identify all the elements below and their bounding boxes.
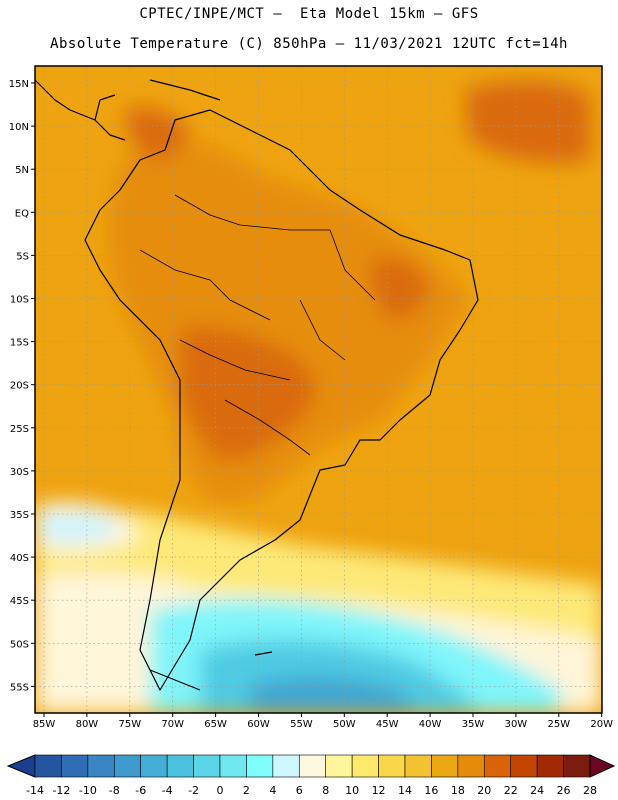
lon-label: 80W xyxy=(76,719,99,730)
latitude-labels: 15N 10N 5N EQ 5S 10S 15S 20S 25S 30S 35S 40S 45S 50S 5… xyxy=(9,79,35,693)
colorbar-swatch xyxy=(563,754,591,778)
lat-label: 35S xyxy=(10,510,29,521)
falkland-islands xyxy=(254,651,273,656)
colorbar-label: 4 xyxy=(269,784,276,797)
lon-label: 25W xyxy=(547,719,570,730)
colorbar-label: 22 xyxy=(504,784,518,797)
colorbar-swatch xyxy=(219,754,247,778)
colorbar-label: -8 xyxy=(109,784,120,797)
lon-label: 75W xyxy=(118,719,141,730)
colorbar-swatch xyxy=(113,754,142,778)
lat-label: 10S xyxy=(10,295,29,306)
colorbar-label: 18 xyxy=(451,784,465,797)
colorbar-right-arrow xyxy=(589,754,616,778)
central-america-coastline xyxy=(34,79,126,141)
colorbar-swatch xyxy=(298,754,327,778)
colorbar-swatch xyxy=(325,754,353,778)
lat-label: 30S xyxy=(10,467,29,478)
colorbar-swatch xyxy=(457,754,485,778)
lon-label: 20W xyxy=(590,719,613,730)
lat-label: 50S xyxy=(10,639,29,650)
colorbar-label: -2 xyxy=(188,784,199,797)
lon-label: 60W xyxy=(247,719,270,730)
colorbar-label: 10 xyxy=(345,784,359,797)
lat-label: 5S xyxy=(16,251,29,262)
south-america-coastline xyxy=(84,109,479,691)
colorbar-swatch xyxy=(272,754,300,778)
temperature-field xyxy=(35,66,602,713)
colorbar-label: -14 xyxy=(26,784,44,797)
colorbar-label: -6 xyxy=(135,784,146,797)
longitude-labels: 85W 80W 75W 70W 65W 60W 55W 50W 45W 40W 35W 30W 25W 2… xyxy=(33,713,613,730)
map-frame xyxy=(34,65,603,714)
colorbar-label: 24 xyxy=(530,784,544,797)
lat-label: 55S xyxy=(10,682,29,693)
lat-label: 5N xyxy=(15,165,29,176)
lon-label: 35W xyxy=(462,719,485,730)
colorbar-swatch xyxy=(483,754,512,778)
map-title-line1: CPTEC/INPE/MCT – Eta Model 15km – GFS xyxy=(139,6,479,22)
colorbar-label: 26 xyxy=(557,784,571,797)
colorbar-label: 12 xyxy=(372,784,386,797)
colorbar-label: 2 xyxy=(243,784,250,797)
country-borders xyxy=(139,194,376,456)
lat-label: 25S xyxy=(10,424,29,435)
colorbar-label: 8 xyxy=(322,784,329,797)
colorbar-swatch xyxy=(404,754,432,778)
colorbar-swatch xyxy=(193,754,221,778)
colorbar-swatch xyxy=(34,754,62,778)
lon-label: 70W xyxy=(161,719,184,730)
colorbar: -14 -12 -10 -8 -6 -4 -2 0 2 4 6 8 10 12 14 16 18 20 22 24 26… xyxy=(6,754,616,797)
coastlines xyxy=(34,79,479,691)
colorbar-swatch xyxy=(378,754,406,778)
colorbar-swatch xyxy=(536,754,564,778)
colorbar-label: 20 xyxy=(477,784,491,797)
lat-label: 15S xyxy=(10,338,29,349)
caribbean-island xyxy=(149,79,221,101)
lon-label: 50W xyxy=(333,719,356,730)
colorbar-label: 6 xyxy=(296,784,303,797)
lon-label: 40W xyxy=(419,719,442,730)
tierra-del-fuego xyxy=(149,669,201,691)
colorbar-swatch xyxy=(351,754,379,778)
colorbar-swatch xyxy=(87,754,115,778)
colorbar-label: -4 xyxy=(162,784,173,797)
colorbar-label: 0 xyxy=(217,784,224,797)
colorbar-swatch xyxy=(61,754,89,778)
colorbar-swatch xyxy=(140,754,168,778)
colorbar-label: -10 xyxy=(79,784,97,797)
lon-label: 55W xyxy=(290,719,313,730)
colorbar-swatch xyxy=(246,754,274,778)
colorbar-swatch xyxy=(431,754,459,778)
lon-label: 65W xyxy=(204,719,227,730)
colorbar-label: -12 xyxy=(52,784,70,797)
lat-label: 10N xyxy=(9,122,29,133)
lat-label: 15N xyxy=(9,79,29,90)
map-title-line2: Absolute Temperature (C) 850hPa – 11/03/… xyxy=(50,36,568,52)
lon-label: 85W xyxy=(33,719,56,730)
colorbar-label: 28 xyxy=(583,784,597,797)
lon-label: 45W xyxy=(376,719,399,730)
lat-label: 40S xyxy=(10,553,29,564)
colorbar-swatch xyxy=(166,754,194,778)
colorbar-label: 14 xyxy=(398,784,412,797)
colorbar-left-arrow xyxy=(6,754,36,778)
lon-label: 30W xyxy=(505,719,528,730)
colorbar-swatch xyxy=(510,754,538,778)
lat-label: EQ xyxy=(15,208,29,219)
graticule xyxy=(35,66,603,713)
colorbar-label: 16 xyxy=(424,784,438,797)
lat-label: 20S xyxy=(10,381,29,392)
lat-label: 45S xyxy=(10,596,29,607)
